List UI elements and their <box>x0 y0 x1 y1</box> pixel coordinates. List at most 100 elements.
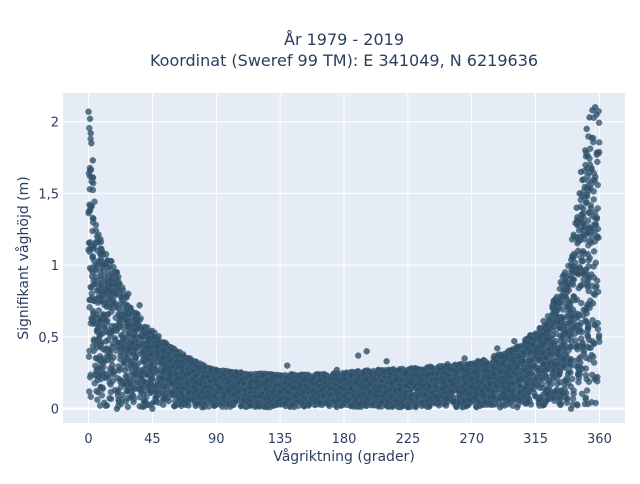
data-point <box>569 254 575 260</box>
data-point <box>360 371 366 377</box>
data-point <box>86 354 92 360</box>
data-point <box>567 319 573 325</box>
data-point <box>492 382 498 388</box>
data-point <box>119 397 125 403</box>
data-point <box>151 399 157 405</box>
data-point <box>439 385 445 391</box>
data-point <box>91 246 97 252</box>
data-point <box>97 372 103 378</box>
data-point <box>107 380 113 386</box>
data-point <box>119 295 125 301</box>
data-point <box>97 366 103 372</box>
data-point <box>544 397 550 403</box>
data-point <box>116 311 122 317</box>
data-point <box>248 402 254 408</box>
data-point <box>562 321 568 327</box>
data-point <box>594 150 600 156</box>
data-point <box>385 399 391 405</box>
data-point <box>113 282 119 288</box>
data-point <box>587 255 593 261</box>
data-point <box>546 380 552 386</box>
data-point <box>578 283 584 289</box>
data-point <box>490 389 496 395</box>
data-point <box>444 371 450 377</box>
data-point <box>474 374 480 380</box>
data-point <box>583 200 589 206</box>
data-point <box>399 377 405 383</box>
data-point <box>585 334 591 340</box>
data-point <box>98 273 104 279</box>
data-point <box>589 372 595 378</box>
data-point <box>133 351 139 357</box>
data-point <box>586 224 592 230</box>
data-point <box>166 398 172 404</box>
data-point <box>324 400 330 406</box>
data-point <box>555 348 561 354</box>
data-point <box>584 193 590 199</box>
data-point <box>570 276 576 282</box>
data-point <box>556 372 562 378</box>
data-point <box>558 279 564 285</box>
data-point <box>560 274 566 280</box>
data-point <box>315 372 321 378</box>
data-point <box>419 399 425 405</box>
data-point <box>490 371 496 377</box>
data-point <box>479 388 485 394</box>
data-point <box>393 397 399 403</box>
data-point <box>586 345 592 351</box>
data-point <box>98 256 104 262</box>
data-point <box>365 396 371 402</box>
data-point <box>596 335 602 341</box>
data-point <box>151 334 157 340</box>
data-point <box>596 120 602 126</box>
data-point <box>348 403 354 409</box>
data-point <box>120 344 126 350</box>
data-point <box>357 393 363 399</box>
data-point <box>558 388 564 394</box>
data-point <box>579 227 585 233</box>
data-point <box>581 271 587 277</box>
data-point <box>549 340 555 346</box>
data-point <box>409 397 415 403</box>
data-point <box>594 233 600 239</box>
data-point <box>588 240 594 246</box>
data-point <box>172 403 178 409</box>
data-point <box>107 347 113 353</box>
data-point <box>134 319 140 325</box>
data-point <box>570 396 576 402</box>
data-point <box>490 365 496 371</box>
data-point <box>527 364 533 370</box>
data-point <box>121 360 127 366</box>
data-point <box>87 304 93 310</box>
data-point <box>579 177 585 183</box>
data-point <box>583 153 589 159</box>
data-point <box>469 384 475 390</box>
data-point <box>591 341 597 347</box>
data-point <box>510 357 516 363</box>
data-point <box>115 340 121 346</box>
data-point <box>592 174 598 180</box>
data-point <box>125 404 131 410</box>
data-point <box>412 366 418 372</box>
data-point <box>143 394 149 400</box>
data-point <box>563 329 569 335</box>
data-point <box>480 361 486 367</box>
data-point <box>241 397 247 403</box>
data-point <box>468 376 474 382</box>
data-point <box>88 372 94 378</box>
data-point <box>564 395 570 401</box>
data-point <box>160 348 166 354</box>
data-point <box>124 308 130 314</box>
data-point <box>148 380 154 386</box>
data-point <box>134 379 140 385</box>
data-point <box>102 358 108 364</box>
data-point <box>595 182 601 188</box>
data-point <box>594 159 600 165</box>
data-point <box>489 402 495 408</box>
data-point <box>478 379 484 385</box>
data-point <box>570 269 576 275</box>
data-point <box>91 348 97 354</box>
data-point <box>122 335 128 341</box>
data-point <box>557 286 563 292</box>
